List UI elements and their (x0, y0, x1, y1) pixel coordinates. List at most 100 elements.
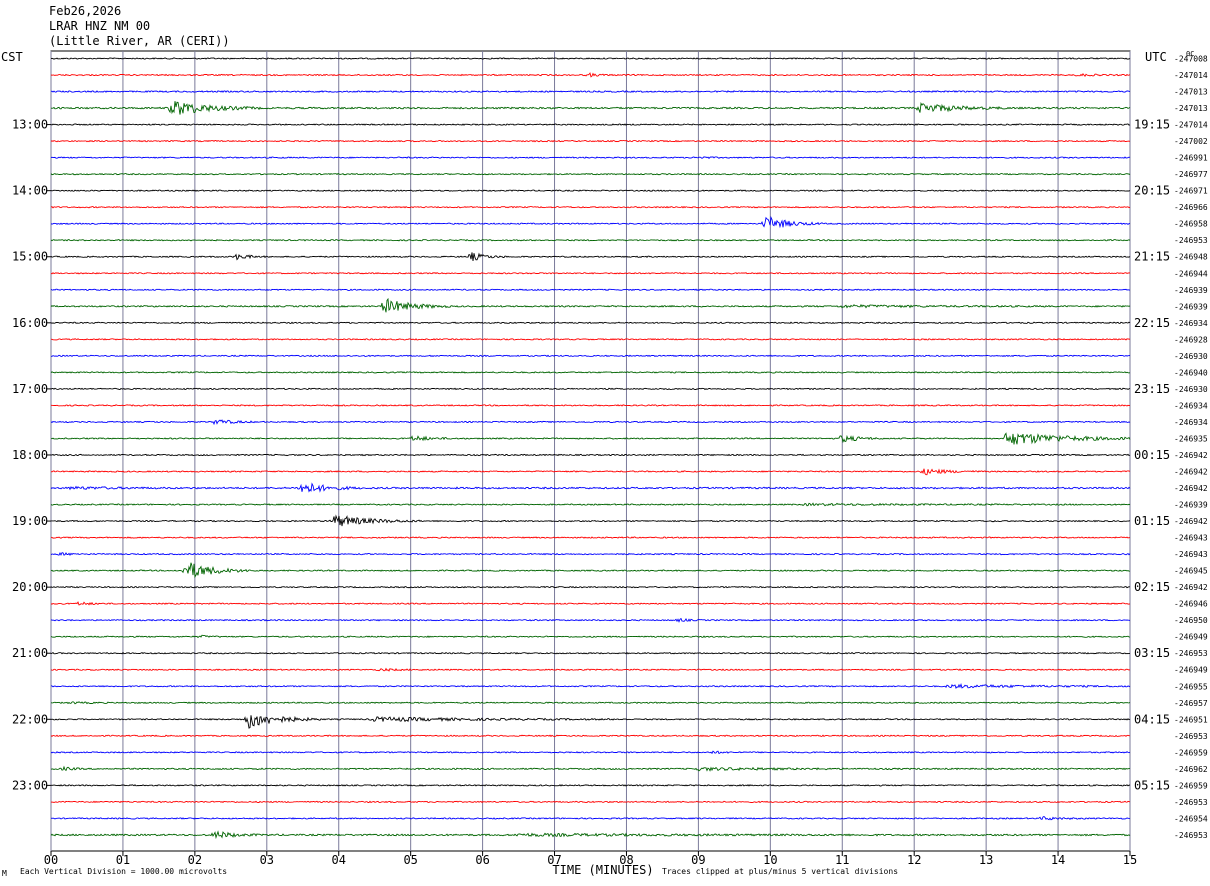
left-timezone-label: CST (1, 50, 23, 64)
trace-line (50, 750, 1131, 755)
trace-offset-label: -246946 (1174, 600, 1208, 609)
trace-offset-label: -246950 (1174, 616, 1208, 625)
trace-line (50, 338, 1131, 341)
trace-offset-label: -246944 (1174, 269, 1208, 278)
trace-line (50, 72, 1131, 78)
trace-offset-label: -246962 (1174, 765, 1208, 774)
trace-line (50, 123, 1131, 126)
trace-line (50, 238, 1131, 242)
trace-line (50, 321, 1131, 325)
x-tick-label: 09 (691, 853, 705, 867)
trace-offset-label: -246953 (1174, 798, 1208, 807)
left-hour-label: 14:00 (12, 184, 48, 198)
trace-line (50, 482, 1131, 493)
trace-offset-label: -246928 (1174, 335, 1208, 344)
trace-line (50, 601, 1131, 606)
trace-offset-label: -246939 (1174, 501, 1208, 510)
trace-line (50, 715, 1131, 729)
trace-line (50, 536, 1131, 539)
trace-offset-label: -246953 (1174, 236, 1208, 245)
trace-offset-label: -246942 (1174, 451, 1208, 460)
trace-offset-label: -246942 (1174, 484, 1208, 493)
x-tick-label: 12 (907, 853, 921, 867)
trace-offset-label: -246949 (1174, 666, 1208, 675)
trace-offset-label: -246966 (1174, 203, 1208, 212)
trace-offset-label: -246939 (1174, 302, 1208, 311)
trace-offset-label: -246953 (1174, 831, 1208, 840)
trace-line (50, 815, 1131, 821)
trace-offset-label: -246949 (1174, 633, 1208, 642)
trace-offset-label: -246955 (1174, 682, 1208, 691)
right-hour-label: 23:15 (1134, 382, 1170, 396)
trace-offset-label: -246959 (1174, 781, 1208, 790)
trace-line (50, 172, 1131, 176)
x-tick-label: 14 (1051, 853, 1065, 867)
x-tick-label: 11 (835, 853, 849, 867)
x-tick-label: 15 (1123, 853, 1137, 867)
right-hour-label: 02:15 (1134, 580, 1170, 594)
trace-offset-label: -247014 (1174, 71, 1208, 80)
left-hour-label: 22:00 (12, 712, 48, 726)
trace-offset-label: -246942 (1174, 468, 1208, 477)
x-tick-label: 06 (475, 853, 489, 867)
trace-line (51, 101, 1131, 115)
trace-line (50, 562, 1131, 579)
chart-date: Feb26,2026 (49, 4, 122, 18)
trace-offset-label: -246954 (1174, 814, 1208, 823)
right-hour-label: 01:15 (1134, 514, 1170, 528)
plot-frame (50, 50, 1131, 852)
right-hour-label: 00:15 (1134, 448, 1170, 462)
trace-offset-label: -246934 (1174, 418, 1208, 427)
trace-offset-label: -246942 (1174, 583, 1208, 592)
trace-line (51, 404, 1131, 407)
right-hour-label: 19:15 (1134, 118, 1170, 132)
right-hour-label: 03:15 (1134, 646, 1170, 660)
trace-offset-label: -246948 (1174, 253, 1208, 262)
x-tick-label: 10 (763, 853, 777, 867)
left-hour-label: 15:00 (12, 250, 48, 264)
trace-offset-label: -247013 (1174, 88, 1208, 97)
trace-offset-label: -246977 (1174, 170, 1208, 179)
trace-offset-label: -246943 (1174, 534, 1208, 543)
trace-offset-label: -246958 (1174, 220, 1208, 229)
trace-line (50, 617, 1131, 623)
label-group: -247008 -247014 -247013 -247013 -247014 -2470… (1, 50, 1208, 877)
trace-line (50, 585, 1131, 589)
trace-line (50, 800, 1131, 804)
trace-offset-label: -246934 (1174, 401, 1208, 410)
trace-line (50, 551, 1131, 556)
left-hour-label: 16:00 (12, 316, 48, 330)
x-tick-label: 05 (403, 853, 417, 867)
trace-offset-label: -246930 (1174, 352, 1208, 361)
trace-line (50, 784, 1131, 787)
trace-offset-label: -247002 (1174, 137, 1208, 146)
trace-line (50, 205, 1131, 209)
trace-line (51, 354, 1131, 358)
x-tick-label: 08 (619, 853, 633, 867)
trace-line (50, 189, 1131, 192)
clip-note: Traces clipped at plus/minus 5 vertical … (662, 867, 899, 876)
left-hour-label: 23:00 (12, 778, 48, 792)
x-tick-label: 13 (979, 853, 993, 867)
right-hour-label: 21:15 (1134, 250, 1170, 264)
trace-line (50, 252, 1131, 262)
trace-line (50, 272, 1131, 275)
left-hour-label: 17:00 (12, 382, 48, 396)
trace-offset-label: -247008 (1174, 55, 1208, 64)
trace-offset-label: -246935 (1174, 434, 1208, 443)
trace-line (50, 419, 1131, 426)
right-hour-label: 20:15 (1134, 184, 1170, 198)
x-tick-label: 02 (188, 853, 202, 867)
left-hour-label: 13:00 (12, 118, 48, 132)
left-hour-label: 19:00 (12, 514, 48, 528)
trace-offset-label: -246940 (1174, 368, 1208, 377)
trace-line (50, 297, 1131, 313)
trace-line (51, 514, 1131, 527)
x-tick-label: 00 (44, 853, 58, 867)
right-corner-label: 0C (1186, 50, 1195, 58)
trace-line (50, 371, 1131, 374)
right-hour-label: 04:15 (1134, 712, 1170, 726)
trace-offset-label: -246930 (1174, 385, 1208, 394)
corner-mark: M (2, 869, 7, 878)
